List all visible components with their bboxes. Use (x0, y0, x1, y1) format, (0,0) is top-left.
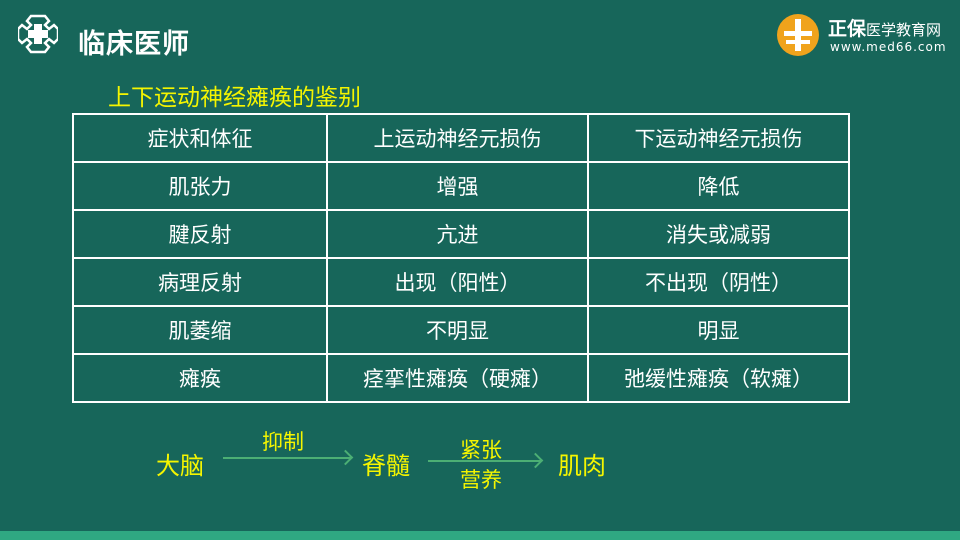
partner-url: www.med66.com (830, 40, 947, 54)
table-cell: 弛缓性瘫痪（软瘫） (587, 353, 850, 403)
flow-label-inhibit: 抑制 (262, 430, 304, 454)
table-row: 腱反射 亢进 消失或减弱 (72, 209, 850, 259)
slide-title: 上下运动神经瘫痪的鉴别 (108, 85, 361, 111)
table-header-row: 症状和体征 上运动神经元损伤 下运动神经元损伤 (72, 113, 850, 163)
flow-node-brain: 大脑 (156, 452, 204, 480)
table-cell: 痉挛性瘫痪（硬瘫） (326, 353, 589, 403)
table-row: 病理反射 出现（阳性） 不出现（阴性） (72, 257, 850, 307)
cross-logo-icon (18, 14, 58, 54)
table-cell: 病理反射 (72, 257, 328, 307)
flow-node-spinal-cord: 脊髓 (362, 452, 410, 480)
table-cell: 不明显 (326, 305, 589, 355)
header-cell: 症状和体征 (72, 113, 328, 163)
flow-label-nutrition: 营养 (460, 468, 502, 492)
brand-title: 临床医师 (78, 29, 190, 60)
table-cell: 亢进 (326, 209, 589, 259)
partner-name: 正保医学教育网 (828, 18, 942, 40)
comparison-table: 症状和体征 上运动神经元损伤 下运动神经元损伤 肌张力 增强 降低 腱反射 亢进… (72, 113, 850, 403)
table-row: 肌张力 增强 降低 (72, 161, 850, 211)
table-cell: 出现（阳性） (326, 257, 589, 307)
arrow-icon (428, 460, 541, 462)
table-cell: 降低 (587, 161, 850, 211)
table-cell: 明显 (587, 305, 850, 355)
table-cell: 腱反射 (72, 209, 328, 259)
table-cell: 肌萎缩 (72, 305, 328, 355)
flow-label-tension: 紧张 (460, 438, 502, 462)
table-row: 肌萎缩 不明显 明显 (72, 305, 850, 355)
header-cell: 上运动神经元损伤 (326, 113, 589, 163)
table-cell: 肌张力 (72, 161, 328, 211)
arrow-icon (223, 457, 351, 459)
flow-node-muscle: 肌肉 (558, 452, 606, 480)
table-cell: 不出现（阴性） (587, 257, 850, 307)
header-cell: 下运动神经元损伤 (587, 113, 850, 163)
table-row: 瘫痪 痉挛性瘫痪（硬瘫） 弛缓性瘫痪（软瘫） (72, 353, 850, 403)
table-cell: 瘫痪 (72, 353, 328, 403)
table-cell: 消失或减弱 (587, 209, 850, 259)
med66-logo-icon (777, 14, 819, 56)
footer-strip (0, 531, 960, 540)
table-cell: 增强 (326, 161, 589, 211)
